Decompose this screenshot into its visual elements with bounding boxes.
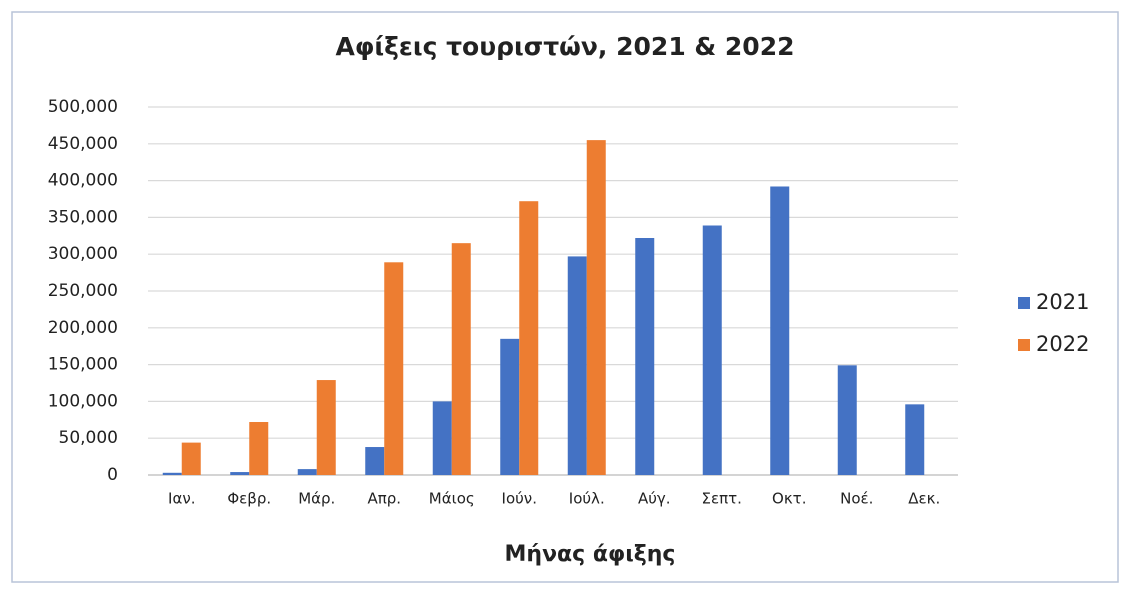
bar (500, 338, 520, 475)
x-tick-label: Νοέ. (840, 490, 873, 508)
y-tick-label: 50,000 (59, 428, 118, 448)
bar (905, 404, 925, 475)
x-tick-label: Αύγ. (638, 490, 671, 508)
bar (316, 380, 336, 475)
x-tick-label: Δεκ. (908, 490, 940, 508)
bar (770, 186, 790, 475)
bar (162, 472, 182, 475)
y-tick-label: 200,000 (48, 318, 118, 338)
x-tick-label: Μάιος (429, 490, 475, 508)
bar (837, 365, 857, 475)
bar (702, 225, 722, 475)
bar (635, 238, 655, 475)
bar (181, 442, 201, 475)
chart-title: Αφίξεις τουριστών, 2021 & 2022 (336, 32, 795, 61)
x-tick-label: Μάρ. (298, 490, 335, 508)
legend-swatch (1018, 339, 1030, 351)
bar (365, 447, 385, 475)
bar (384, 262, 404, 475)
y-tick-label: 0 (107, 465, 118, 485)
x-tick-label: Απρ. (367, 490, 401, 508)
x-tick-label: Ιαν. (168, 490, 195, 508)
bar (519, 201, 539, 475)
y-tick-label: 350,000 (48, 207, 118, 227)
bar (451, 243, 471, 475)
x-tick-label: Ιούλ. (569, 490, 605, 508)
bar (432, 401, 452, 475)
y-tick-label: 450,000 (48, 134, 118, 154)
x-tick-label: Σεπτ. (702, 490, 742, 508)
bar (230, 472, 250, 475)
x-tick-label: Οκτ. (772, 490, 806, 508)
y-tick-label: 250,000 (48, 281, 118, 301)
bar (249, 422, 269, 475)
y-tick-label: 100,000 (48, 391, 118, 411)
legend-swatch (1018, 297, 1030, 309)
y-tick-label: 400,000 (48, 171, 118, 191)
x-axis-title: Μήνας άφιξης (505, 542, 676, 567)
y-tick-label: 150,000 (48, 355, 118, 375)
bar (567, 256, 587, 475)
x-tick-label: Φεβρ. (227, 490, 271, 508)
bar (586, 140, 606, 475)
legend-label: 2021 (1036, 290, 1089, 314)
y-tick-label: 500,000 (48, 97, 118, 117)
x-tick-label: Ιούν. (502, 490, 537, 508)
y-tick-label: 300,000 (48, 244, 118, 264)
legend-label: 2022 (1036, 332, 1089, 356)
bar (297, 469, 317, 475)
